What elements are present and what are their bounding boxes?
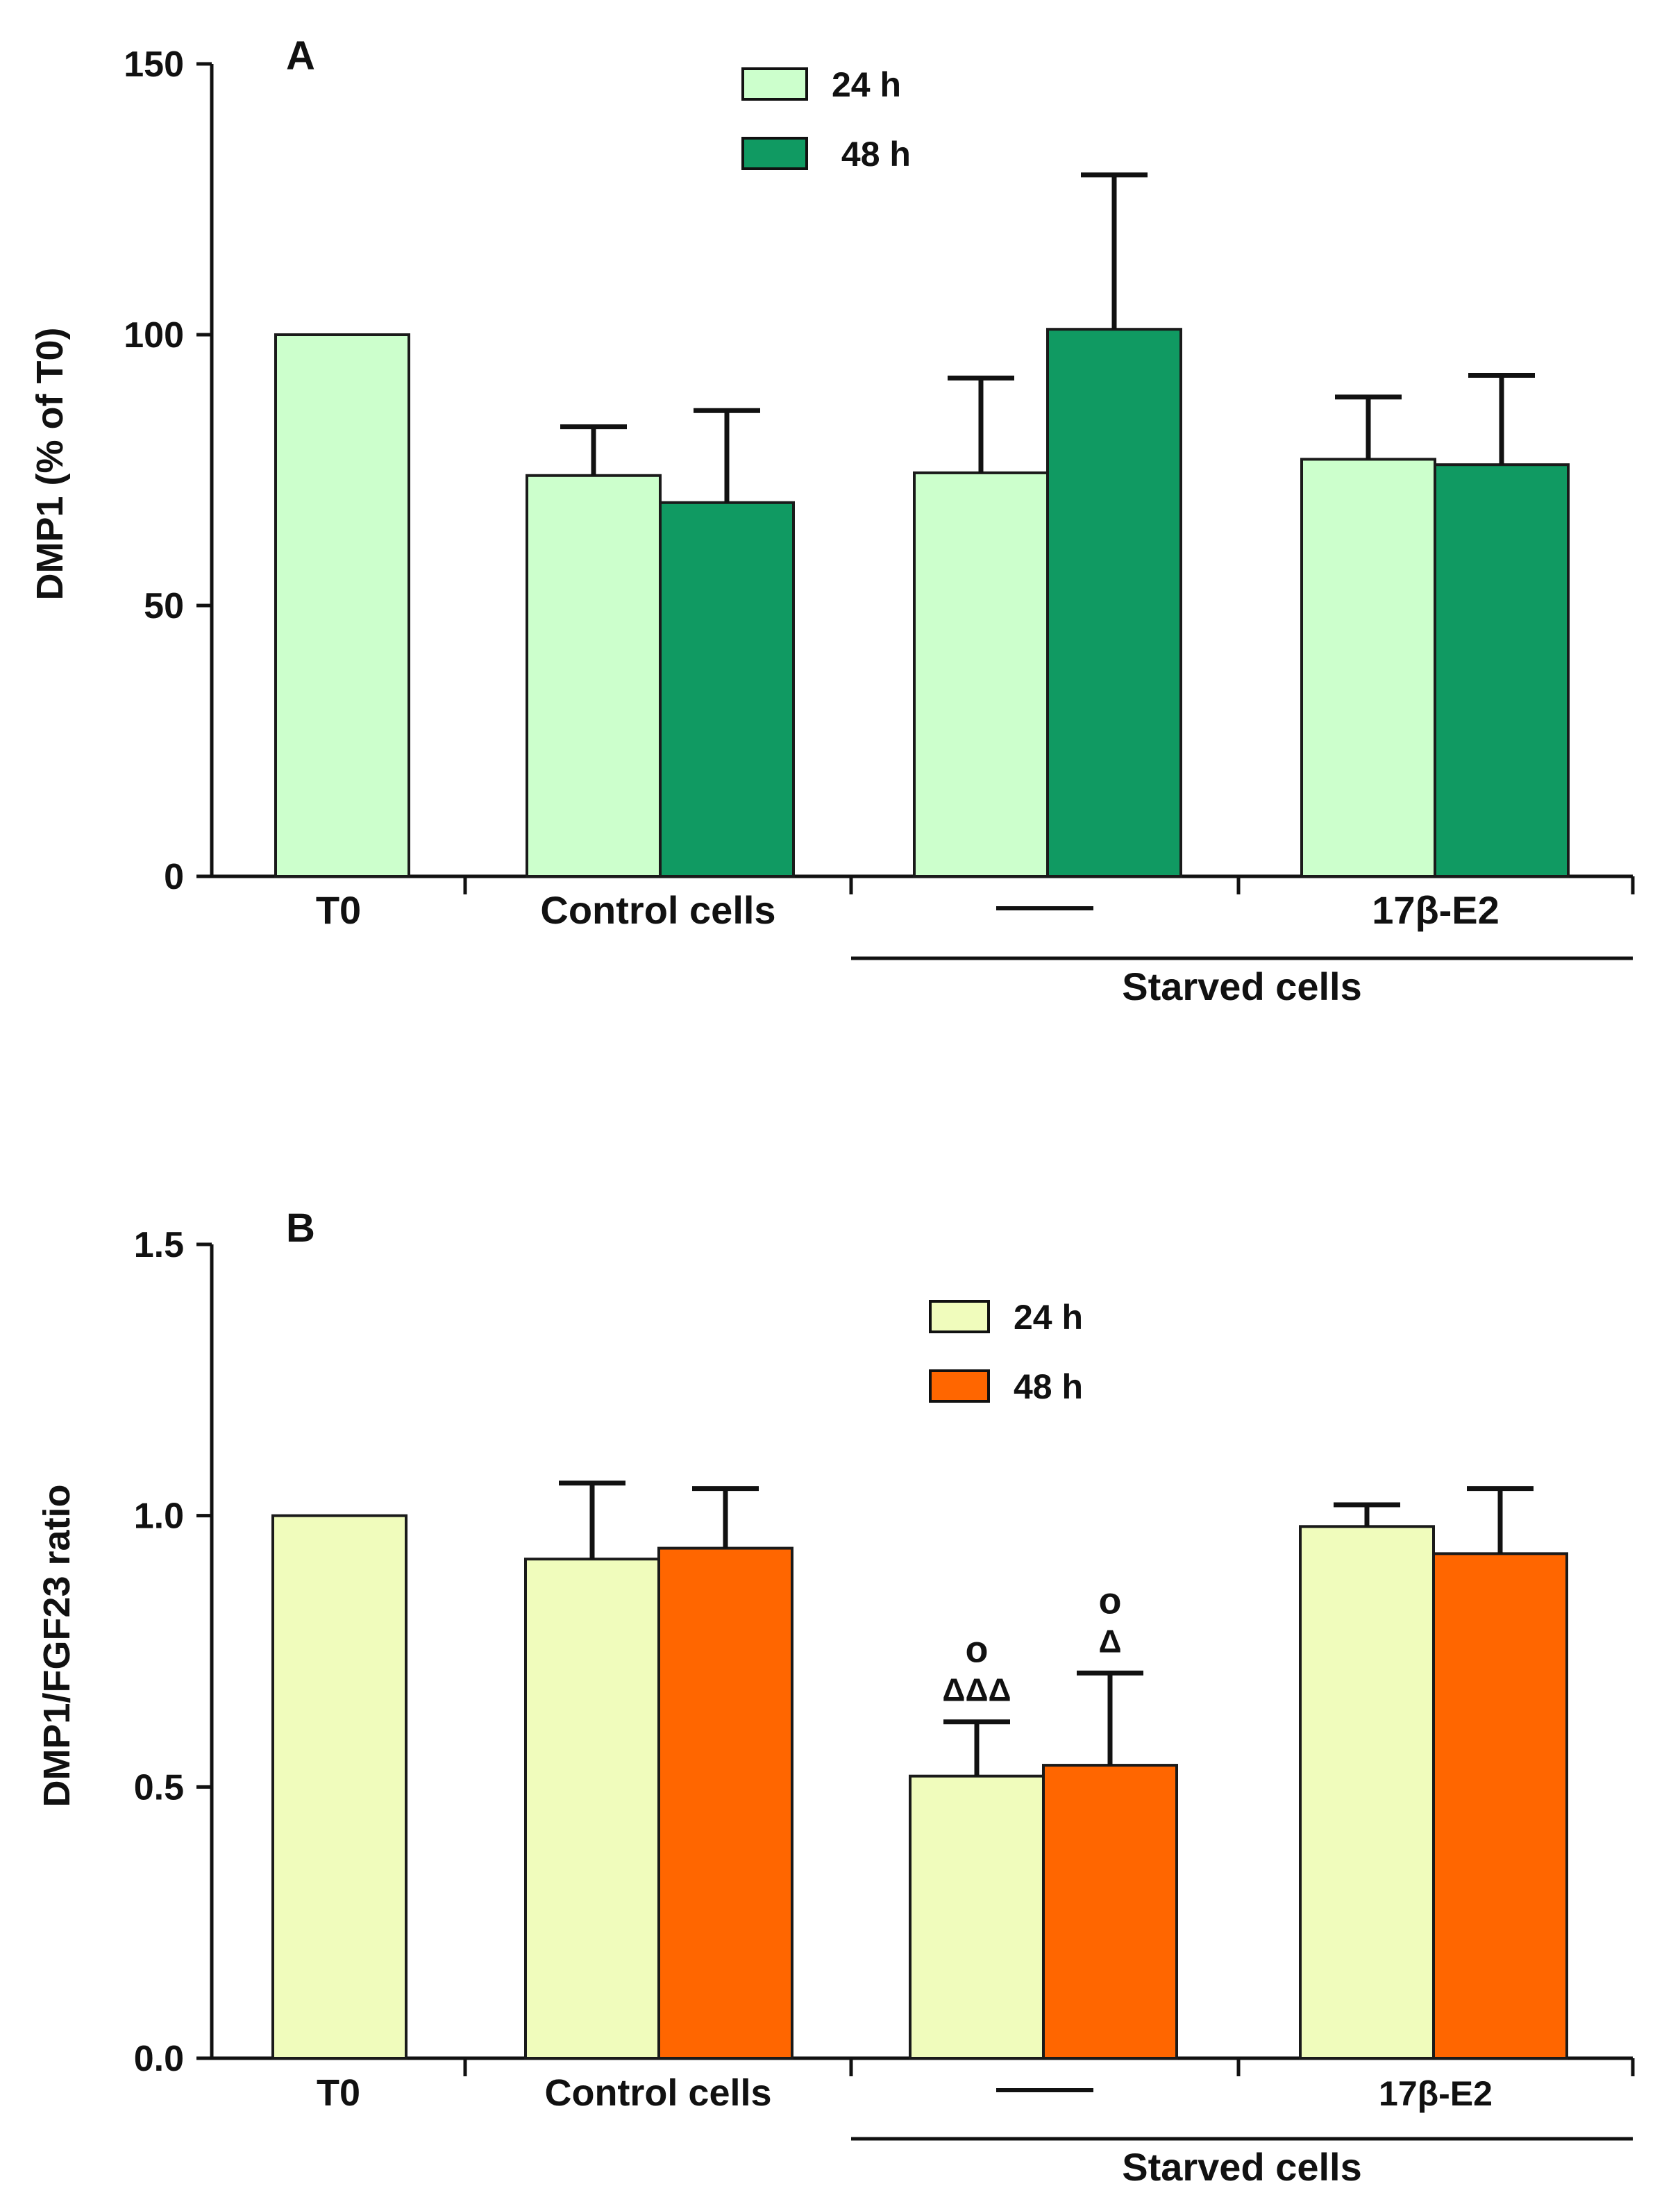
panel-b-legend-label: 48 h xyxy=(1014,1367,1083,1406)
panel-a-y-tick-label: 0 xyxy=(164,857,184,897)
panel-a-error-bars xyxy=(560,172,1535,503)
panel-b-bar xyxy=(1042,1764,1178,2060)
panel-b-bar xyxy=(524,1558,660,2060)
panel-b-y-tick-label: 1.0 xyxy=(134,1496,184,1537)
panel-b-bar xyxy=(271,1514,408,2060)
panel-b-legend: 24 h 48 h xyxy=(929,1298,1083,1406)
panel-b-y-tick-label: 0.5 xyxy=(134,1767,184,1808)
panel-a-y-tick-label: 50 xyxy=(144,586,184,626)
panel-b-category-label-hidden: — xyxy=(1038,2094,1052,2109)
panel-b-y-tick-label: 0.0 xyxy=(134,2039,184,2079)
panel-a-bar xyxy=(1046,328,1182,878)
panel-a-bracket-label: Starved cells xyxy=(1122,965,1362,1008)
panel-b-bar xyxy=(909,1774,1045,2060)
panel-a-y-axis-label: DMP1 (% of T0) xyxy=(29,327,71,600)
panel-b-y-tick-label: 1.5 xyxy=(134,1225,184,1265)
panel-a-bar xyxy=(913,471,1049,878)
panel-b-significance-mark: Δ xyxy=(1098,1623,1121,1659)
panel-b-significance-mark: ΔΔΔ xyxy=(942,1672,1011,1708)
panel-b-category-label: Control cells xyxy=(544,2072,771,2114)
panel-a-category-label: 17β-E2 xyxy=(1372,888,1500,932)
panel-a-bar xyxy=(526,474,662,878)
panel-a-bars xyxy=(274,328,1570,878)
panel-a-category-label: Control cells xyxy=(540,888,775,932)
panel-b-bar xyxy=(657,1546,793,2060)
panel-a-category-label-hidden: — xyxy=(1038,912,1052,927)
panel-a-legend-label: 24 h xyxy=(832,65,901,104)
panel-a-chart: A DMP1 (% of T0) 0 50 100 150 T0 Control cel… xyxy=(29,33,1635,1008)
panel-b-error-bars xyxy=(559,1480,1534,1776)
panel-b-bar xyxy=(1432,1552,1568,2060)
panel-a-y-tick-label: 150 xyxy=(124,44,184,85)
panel-b-significance-mark: o xyxy=(1099,1580,1122,1621)
panel-b-y-axis-label: DMP1/FGF23 ratio xyxy=(36,1484,78,1807)
panel-a-legend-swatch xyxy=(741,67,808,101)
panel-a-legend-label: 48 h xyxy=(832,135,911,174)
panel-a-letter: A xyxy=(286,33,315,78)
panel-b-bracket-label: Starved cells xyxy=(1122,2145,1362,2189)
panel-b-bars xyxy=(271,1514,1568,2060)
panel-b-legend-swatch xyxy=(929,1369,990,1403)
panel-a-bar xyxy=(1300,458,1436,878)
panel-b-significance-mark: o xyxy=(966,1629,989,1671)
panel-a-bar xyxy=(274,333,410,878)
panel-b-bar xyxy=(1299,1525,1435,2060)
panel-a-bar xyxy=(659,501,795,878)
panel-a-legend: 24 h 48 h xyxy=(741,65,911,174)
panel-a-legend-swatch xyxy=(741,137,808,170)
panel-b-legend-swatch xyxy=(929,1300,990,1333)
panel-b-category-label: T0 xyxy=(317,2072,360,2114)
panel-a-category-label: T0 xyxy=(316,888,361,932)
panel-b-letter: B xyxy=(286,1205,315,1251)
panel-a-bar xyxy=(1434,463,1570,878)
panel-a-y-tick-label: 100 xyxy=(124,315,184,356)
panel-b-category-labels: T0 Control cells — 17β-E2 Starved cells xyxy=(317,2072,1633,2189)
panel-b-category-label: 17β-E2 xyxy=(1379,2074,1493,2113)
panel-b-legend-label: 24 h xyxy=(1014,1298,1083,1337)
